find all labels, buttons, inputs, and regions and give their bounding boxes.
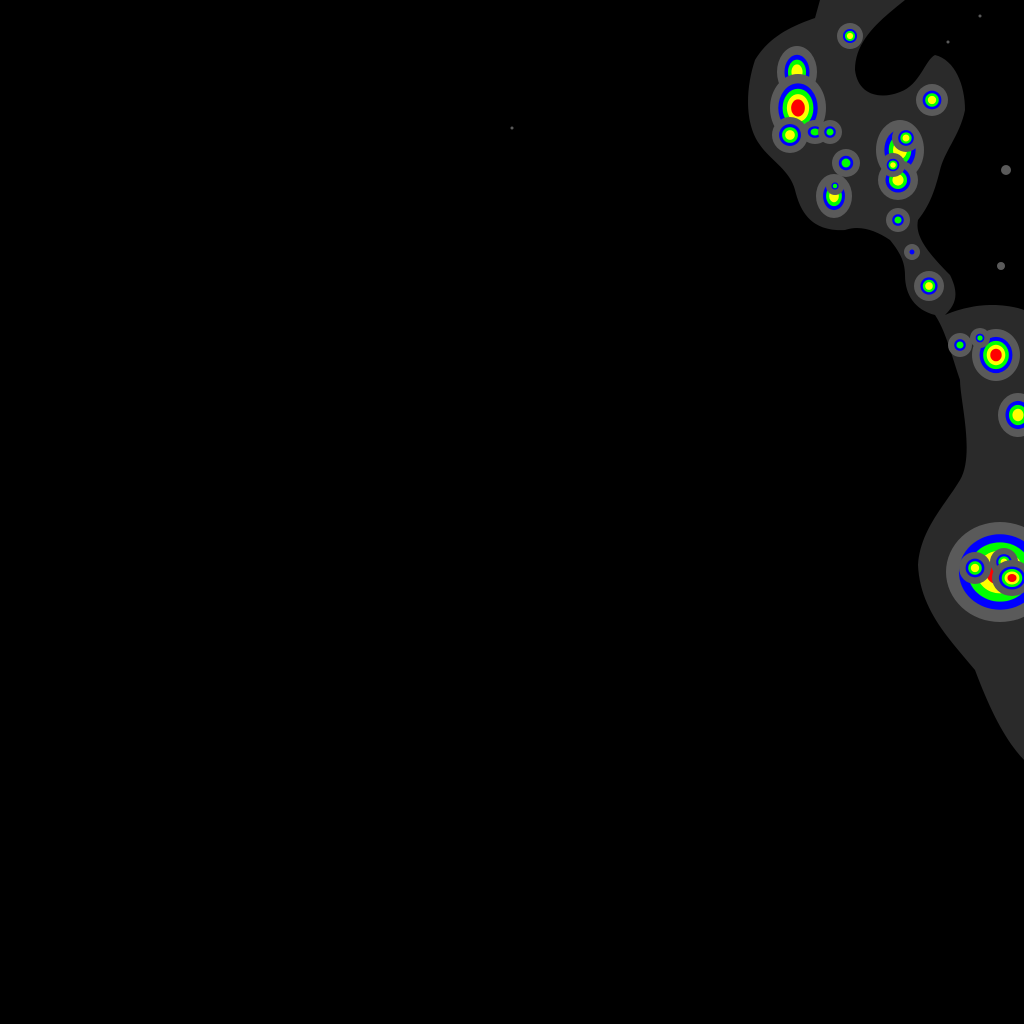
- density-band: [1012, 408, 1024, 422]
- hotspot: [959, 552, 991, 584]
- hotspot: [992, 560, 1024, 596]
- hotspot: [832, 149, 860, 177]
- density-band: [785, 130, 795, 140]
- density-band: [990, 348, 1002, 362]
- speck: [1001, 165, 1011, 175]
- density-band: [890, 162, 896, 168]
- speck: [946, 40, 950, 44]
- density-band: [841, 158, 851, 168]
- density-band: [970, 563, 980, 573]
- hotspot: [881, 153, 905, 177]
- hotspot: [904, 244, 920, 260]
- density-band: [925, 282, 933, 290]
- hotspot-layer: [770, 23, 1024, 622]
- density-band: [791, 99, 805, 117]
- hotspot: [916, 84, 948, 116]
- density-band: [832, 183, 838, 189]
- density-band: [1007, 574, 1017, 582]
- density-band: [927, 95, 937, 105]
- density-band: [810, 128, 820, 136]
- hotspot: [826, 177, 844, 195]
- hotspot: [886, 208, 910, 232]
- density-band: [846, 32, 854, 40]
- hotspot: [948, 333, 972, 357]
- hotspot: [970, 328, 990, 348]
- hotspot: [818, 120, 842, 144]
- hotspot: [772, 117, 808, 153]
- hotspot: [892, 124, 920, 152]
- density-band: [956, 341, 964, 349]
- hotspot: [837, 23, 863, 49]
- density-band: [909, 249, 915, 255]
- hotspot: [914, 271, 944, 301]
- density-band: [902, 134, 910, 142]
- speck: [997, 262, 1005, 270]
- speck: [978, 14, 982, 18]
- density-band: [826, 128, 834, 136]
- density-band: [894, 216, 902, 224]
- hotspot: [998, 393, 1024, 437]
- speck-layer: [510, 14, 1011, 270]
- speck: [510, 126, 514, 130]
- density-band: [892, 174, 904, 186]
- density-band: [977, 335, 983, 341]
